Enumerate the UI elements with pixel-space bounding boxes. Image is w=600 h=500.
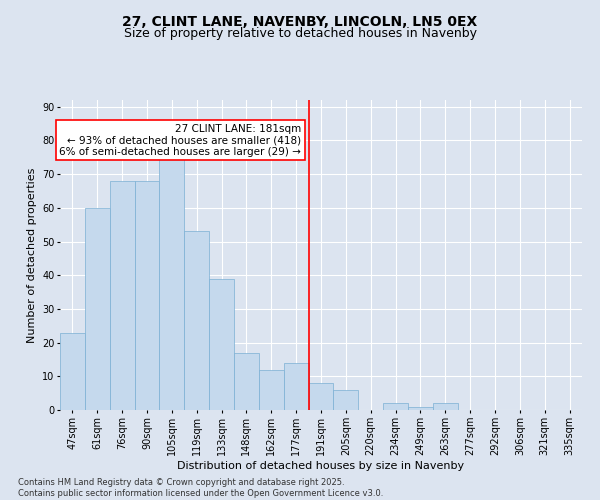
- Bar: [60, 332, 85, 410]
- Bar: [184, 232, 209, 410]
- Bar: [85, 208, 110, 410]
- Bar: [383, 404, 408, 410]
- X-axis label: Distribution of detached houses by size in Navenby: Distribution of detached houses by size …: [178, 460, 464, 470]
- Text: Contains HM Land Registry data © Crown copyright and database right 2025.
Contai: Contains HM Land Registry data © Crown c…: [18, 478, 383, 498]
- Bar: [334, 390, 358, 410]
- Bar: [284, 363, 308, 410]
- Bar: [209, 278, 234, 410]
- Text: 27 CLINT LANE: 181sqm
← 93% of detached houses are smaller (418)
6% of semi-deta: 27 CLINT LANE: 181sqm ← 93% of detached …: [59, 124, 301, 157]
- Y-axis label: Number of detached properties: Number of detached properties: [26, 168, 37, 342]
- Bar: [308, 383, 334, 410]
- Bar: [408, 406, 433, 410]
- Text: 27, CLINT LANE, NAVENBY, LINCOLN, LN5 0EX: 27, CLINT LANE, NAVENBY, LINCOLN, LN5 0E…: [122, 15, 478, 29]
- Bar: [433, 404, 458, 410]
- Bar: [134, 181, 160, 410]
- Text: Size of property relative to detached houses in Navenby: Size of property relative to detached ho…: [124, 28, 476, 40]
- Bar: [160, 154, 184, 410]
- Bar: [234, 352, 259, 410]
- Bar: [259, 370, 284, 410]
- Bar: [110, 181, 134, 410]
